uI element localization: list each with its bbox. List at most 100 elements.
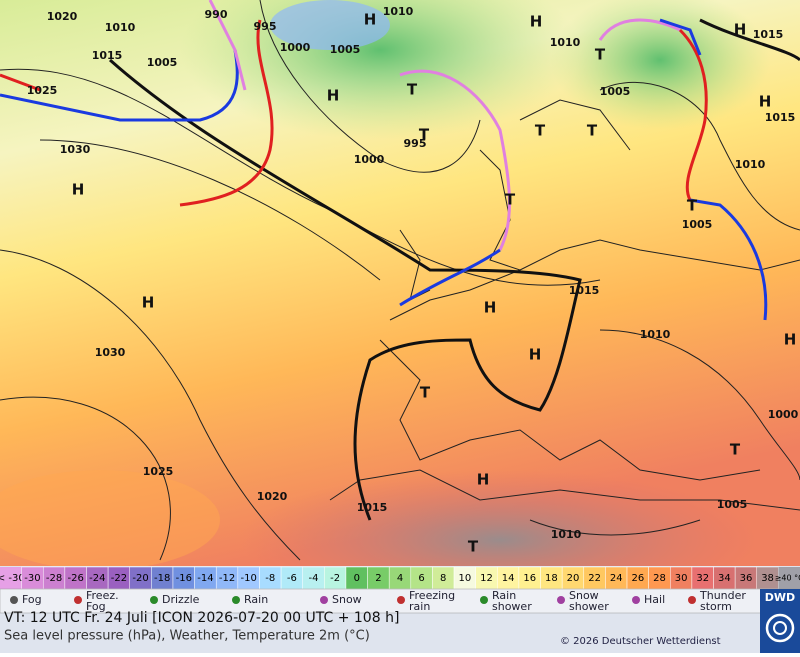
isobar-label: 1005 xyxy=(600,85,631,98)
scale-label: -4 xyxy=(309,573,319,584)
legend-label: Fog xyxy=(22,593,42,606)
cold-front xyxy=(689,198,768,321)
scale-label: -18 xyxy=(154,573,170,584)
pressure-center: T xyxy=(587,122,598,140)
scale-cell xyxy=(778,567,800,589)
scale-label: 22 xyxy=(588,573,601,584)
scale-label: 28 xyxy=(653,573,666,584)
scale-label: -2 xyxy=(330,573,340,584)
warm-front xyxy=(678,28,708,201)
isobar-label: 1030 xyxy=(60,143,91,156)
pressure-center: H xyxy=(142,294,155,312)
scale-label: 18 xyxy=(545,573,558,584)
legend-symbol xyxy=(397,596,405,604)
pressure-center: T xyxy=(595,46,606,64)
scale-label: -6 xyxy=(287,573,297,584)
legend-symbol xyxy=(688,596,696,604)
scale-label: 26 xyxy=(631,573,644,584)
legend-symbol xyxy=(10,596,18,604)
pressure-center: H xyxy=(530,13,543,31)
scale-label: 32 xyxy=(696,573,709,584)
valid-time: VT: 12 UTC Fr. 24 Juli [ICON 2026-07-20 … xyxy=(4,610,399,626)
scale-label: 2 xyxy=(375,573,381,584)
isobar-label: 1005 xyxy=(717,498,748,511)
logo-text: DWD xyxy=(765,591,795,604)
scale-label: -30 xyxy=(24,573,40,584)
isobar-label: 1020 xyxy=(47,10,78,23)
scale-label: -10 xyxy=(240,573,256,584)
isobar-label: 1010 xyxy=(383,5,414,18)
isobar-label: 1000 xyxy=(768,408,799,421)
occluded-front xyxy=(208,0,247,91)
pressure-center: T xyxy=(407,81,418,99)
legend-label: Drizzle xyxy=(162,593,200,606)
legend-symbol xyxy=(557,596,565,604)
legend-symbol xyxy=(232,596,240,604)
scale-label: 34 xyxy=(718,573,731,584)
isobars xyxy=(0,0,800,561)
scale-label: 20 xyxy=(567,573,580,584)
legend-label: Rain shower xyxy=(492,589,532,613)
isobar-label: 1000 xyxy=(280,41,311,54)
scale-label: -12 xyxy=(219,573,235,584)
isobar-label: 1010 xyxy=(640,328,671,341)
legend-label: Rain xyxy=(244,593,268,606)
cold-area xyxy=(270,0,390,50)
legend-symbol xyxy=(320,596,328,604)
scale-label: -26 xyxy=(68,573,84,584)
legend-label: Freez. Fog xyxy=(86,589,119,613)
scale-label: -14 xyxy=(197,573,213,584)
warm-area xyxy=(0,470,220,570)
isobar-label: 1025 xyxy=(143,465,174,478)
logo-swirl xyxy=(765,613,795,643)
pressure-center: H xyxy=(327,87,340,105)
scale-label: 38 xyxy=(761,573,774,584)
isobar-label: 1015 xyxy=(92,49,123,62)
scale-label: 36 xyxy=(740,573,753,584)
scale-label: 8 xyxy=(440,573,446,584)
scale-label: 14 xyxy=(502,573,515,584)
isobar-label: 1025 xyxy=(27,84,58,97)
scale-label: ≥40 °C xyxy=(775,574,800,583)
pressure-center: T xyxy=(419,126,430,144)
pressure-center: H xyxy=(529,346,542,364)
pressure-center: H xyxy=(72,181,85,199)
isobar-label: 1010 xyxy=(105,21,136,34)
isobar-label: 1005 xyxy=(147,56,178,69)
isobar-label: 995 xyxy=(404,137,427,150)
isobar-label: 1010 xyxy=(735,158,766,171)
legend-symbol xyxy=(632,596,640,604)
pressure-center: H xyxy=(759,93,772,111)
pressure-center: H xyxy=(484,299,497,317)
copyright: © 2026 Deutscher Wetterdienst xyxy=(560,636,721,647)
pressure-center: H xyxy=(784,331,797,349)
troughs xyxy=(109,18,800,521)
scale-label: 12 xyxy=(480,573,493,584)
warm-front xyxy=(0,73,41,92)
scale-label: 6 xyxy=(418,573,424,584)
pressure-center: H xyxy=(364,11,377,29)
scale-label: 0 xyxy=(354,573,360,584)
scale-label: -8 xyxy=(265,573,275,584)
isobar-label: 1015 xyxy=(765,111,796,124)
occluded-front xyxy=(598,18,681,41)
scale-label: -16 xyxy=(176,573,192,584)
legend-label: Snow shower xyxy=(569,589,609,613)
scale-label: < -30 xyxy=(0,573,25,584)
isobar-label: 1010 xyxy=(550,36,581,49)
scale-label: 30 xyxy=(675,573,688,584)
isobar-label: 1005 xyxy=(682,218,713,231)
scale-label: 10 xyxy=(458,573,471,584)
isobar-label: 990 xyxy=(205,8,228,21)
isobar-label: 1010 xyxy=(551,528,582,541)
legend-label: Thunder storm xyxy=(699,589,746,613)
legend-label: Freezing rain xyxy=(409,589,455,613)
cold-front xyxy=(659,18,702,56)
logo-swirl xyxy=(773,621,787,635)
scale-label: 4 xyxy=(397,573,403,584)
occluded-front xyxy=(399,69,511,251)
scale-label: -28 xyxy=(46,573,62,584)
isobar-label: 1015 xyxy=(357,501,388,514)
